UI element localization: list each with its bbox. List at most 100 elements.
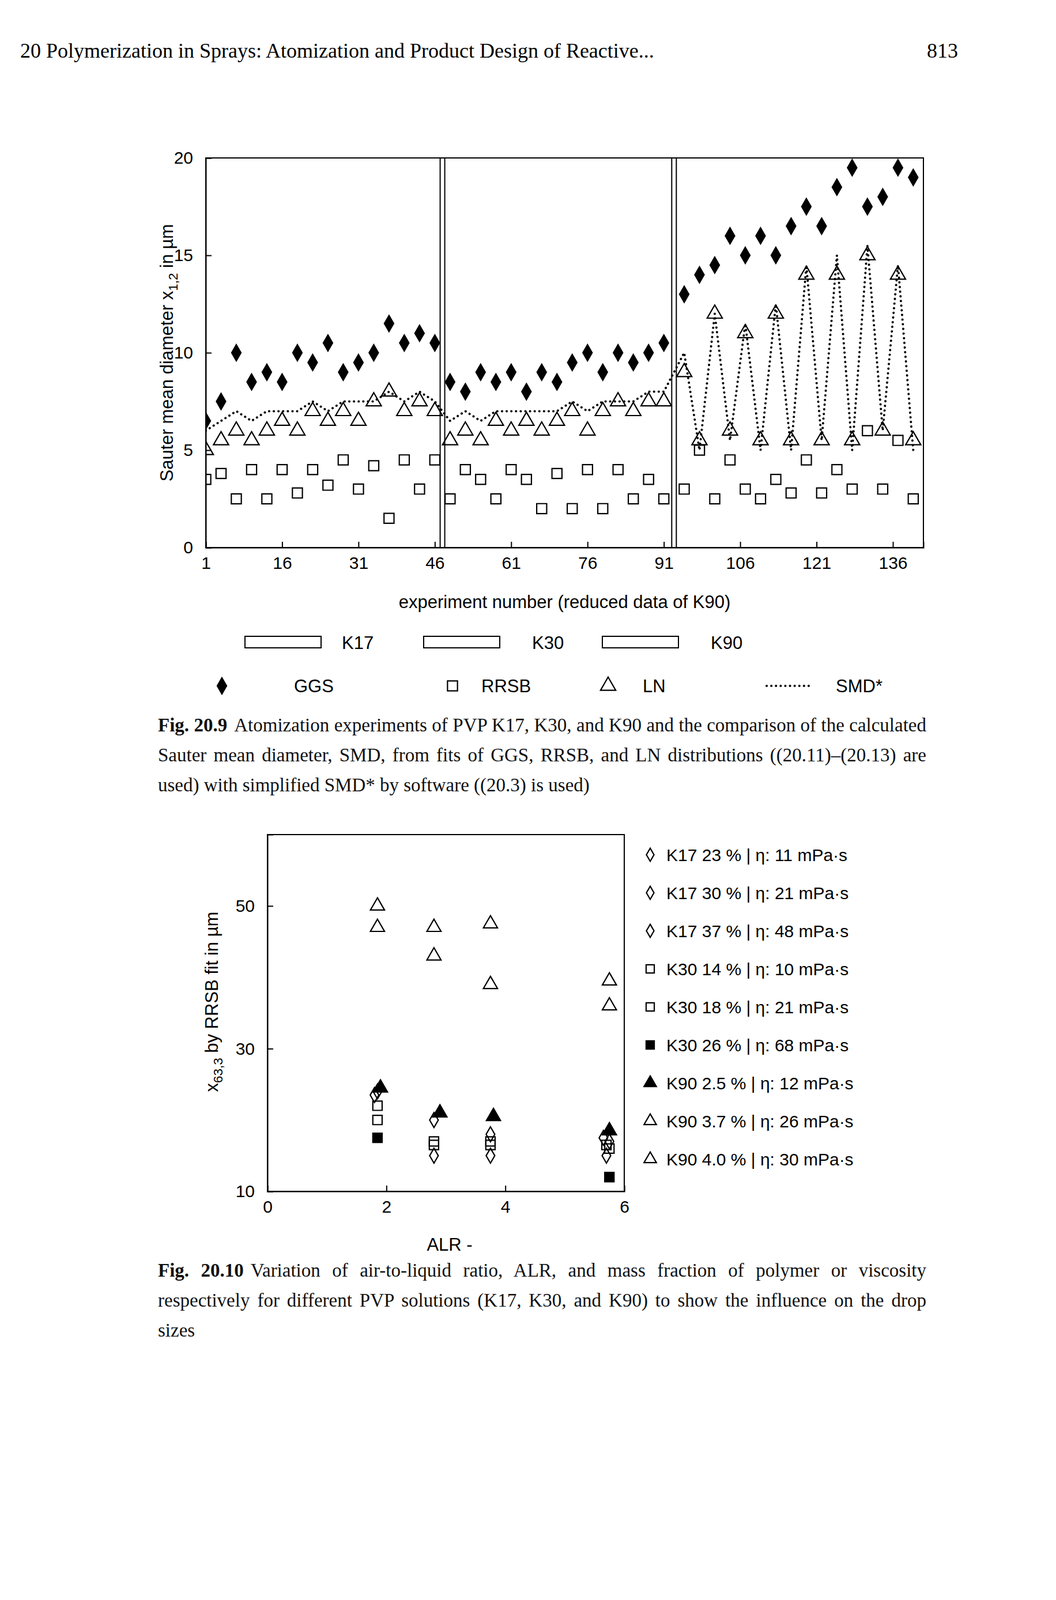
tick: 20 xyxy=(174,148,212,168)
legend-marker xyxy=(217,677,227,695)
y-axis-title-part: in µm xyxy=(156,224,177,274)
x-axis-title: experiment number (reduced data of K90) xyxy=(398,591,731,613)
data-point xyxy=(485,1136,496,1146)
data-point xyxy=(320,412,336,426)
data-point xyxy=(216,468,226,479)
data-point xyxy=(231,493,241,504)
data-point xyxy=(351,412,367,426)
data-point xyxy=(694,266,704,284)
legend-label: K90 4.0 % | η: 30 mPa·s xyxy=(666,1149,854,1169)
data-point xyxy=(483,976,499,989)
y-axis-title: Sauter mean diameter x1,2 in µm xyxy=(156,224,181,482)
tick-label: 61 xyxy=(502,553,522,573)
data-point xyxy=(604,1144,614,1154)
legend-marker xyxy=(646,1002,655,1012)
tick: 10 xyxy=(174,342,212,362)
tick-label: 1 xyxy=(201,553,211,573)
tick: 121 xyxy=(802,541,832,573)
legend-marker xyxy=(643,1076,656,1088)
x-axis-title: ALR - xyxy=(426,1234,473,1255)
tick: 6 xyxy=(619,1185,630,1217)
data-point xyxy=(368,344,379,361)
data-point xyxy=(415,325,425,342)
data-point xyxy=(613,464,624,475)
data-point xyxy=(877,189,888,206)
axis-line xyxy=(206,158,213,549)
legend-marker xyxy=(646,848,654,862)
data-point xyxy=(604,1172,614,1182)
data-point xyxy=(384,315,394,332)
data-point xyxy=(908,493,919,504)
data-point xyxy=(491,374,501,391)
data-point xyxy=(323,334,333,352)
legend-label: K30 xyxy=(532,632,564,654)
data-point xyxy=(259,421,275,436)
y-axis: 05101520 xyxy=(174,148,212,557)
tick-label: 46 xyxy=(425,553,445,573)
legend-marker xyxy=(646,1041,655,1050)
tick: 2 xyxy=(381,1185,392,1217)
data-point xyxy=(491,493,501,504)
data-point xyxy=(643,344,654,361)
caption-text: Variation of air-to-liquid ratio, ALR, a… xyxy=(157,1260,927,1341)
data-point xyxy=(396,402,412,416)
data-point xyxy=(908,169,918,186)
data-point xyxy=(860,246,876,260)
tick-mark xyxy=(205,352,212,354)
tick-mark xyxy=(587,541,589,548)
data-point xyxy=(534,421,550,436)
data-point xyxy=(473,431,489,445)
y-axis-title-part: Sauter mean diameter x xyxy=(156,290,177,482)
data-point xyxy=(829,266,845,280)
plot-area xyxy=(370,898,617,1183)
data-point xyxy=(442,431,458,445)
axis-line xyxy=(268,1185,625,1193)
tick-mark xyxy=(205,157,212,160)
data-point xyxy=(602,972,617,986)
data-point xyxy=(335,402,351,416)
data-point xyxy=(213,431,229,445)
tick-mark xyxy=(281,541,284,548)
plot-frame xyxy=(205,157,924,548)
tick-mark xyxy=(386,1185,388,1192)
data-point xyxy=(679,286,689,303)
tick-mark xyxy=(740,541,742,548)
legend-label: SMD* xyxy=(835,676,883,697)
data-point xyxy=(274,412,290,426)
tick-mark xyxy=(434,541,436,548)
series-line xyxy=(205,245,914,451)
data-point xyxy=(353,484,364,494)
legend-marker xyxy=(646,924,654,938)
tick: 4 xyxy=(500,1185,511,1217)
data-point xyxy=(567,503,577,514)
data-point xyxy=(567,354,577,371)
tick-mark xyxy=(816,541,818,548)
tick: 10 xyxy=(235,1181,274,1201)
tick-label: 91 xyxy=(654,553,674,573)
tick-label: 0 xyxy=(183,537,194,557)
data-point xyxy=(610,392,626,406)
data-point xyxy=(844,431,860,445)
page-number: 813 xyxy=(926,39,959,63)
data-point xyxy=(429,1136,439,1146)
data-point xyxy=(628,354,639,371)
data-point xyxy=(862,198,873,216)
data-point xyxy=(444,493,455,504)
data-point xyxy=(261,493,272,504)
legend-marker xyxy=(646,886,654,900)
data-point xyxy=(625,402,641,416)
y-axis-title-part: by RRSB fit in µm xyxy=(201,911,222,1059)
data-point xyxy=(893,159,903,176)
legend-line xyxy=(766,684,810,688)
data-point xyxy=(552,374,562,391)
data-point xyxy=(521,474,532,485)
data-point xyxy=(370,919,386,932)
tick: 61 xyxy=(502,541,522,573)
tick-mark xyxy=(267,1191,274,1193)
tick: 46 xyxy=(425,541,445,573)
data-point xyxy=(277,374,287,391)
data-point xyxy=(370,898,386,911)
data-point xyxy=(292,344,303,361)
figure-caption: Fig. 20.9Atomization experiments of PVP … xyxy=(157,710,927,801)
legend-marker xyxy=(643,1152,656,1164)
